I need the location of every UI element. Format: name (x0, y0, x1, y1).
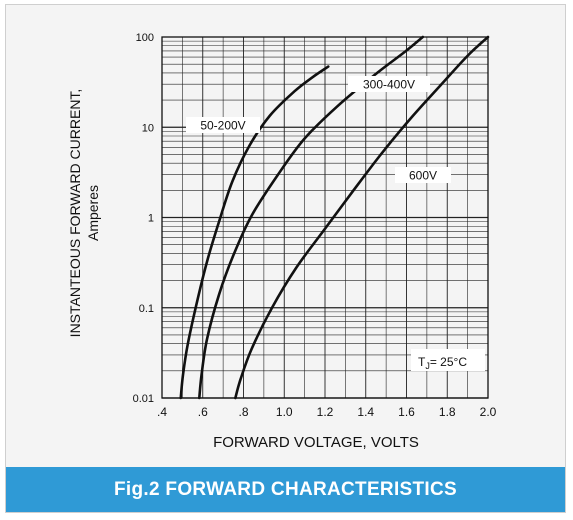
y-tick-labels: 0.01 0.1 1 10 100 (133, 32, 154, 405)
x-tick-label: 1.8 (439, 405, 456, 419)
series-label-bg (395, 167, 451, 183)
x-tick-label: .8 (238, 405, 248, 419)
chart-card (5, 4, 566, 513)
series-label-bg (186, 117, 260, 133)
annotation-rest: = 25°C (430, 355, 467, 369)
x-tick-label: 1.2 (317, 405, 334, 419)
svg-text:TJ= 25°C: TJ= 25°C (418, 355, 467, 371)
curve-3 (234, 35, 490, 400)
y-axis-label: INSTANTEOUS FORWARD CURRENT, (67, 89, 83, 338)
x-axis-label: FORWARD VOLTAGE, VOLTS (213, 434, 419, 451)
curves (179, 35, 490, 400)
curve-1 (179, 65, 330, 400)
x-tick-label: 1.4 (357, 405, 374, 419)
temperature-annotation: TJ= 25°C (411, 349, 485, 371)
annotation-t: T (418, 355, 426, 369)
y-axis-unit: Amperes (85, 185, 101, 241)
figure-caption: Fig.2 FORWARD CHARACTERISTICS (6, 467, 565, 512)
series-label-3: 600V (409, 169, 437, 183)
plot-frame (161, 36, 489, 399)
y-tick-label: 1 (148, 213, 154, 225)
curve-2 (197, 35, 425, 400)
series-label-bg (348, 76, 430, 92)
series-label-1: 50-200V (200, 119, 245, 133)
x-tick-labels: .4 .6 .8 1.0 1.2 1.4 1.6 1.8 2.0 (157, 405, 497, 419)
series-labels: 50-200V 300-400V 600V (186, 76, 451, 183)
x-tick-label: .4 (157, 405, 167, 419)
x-tick-label: 1.0 (276, 405, 293, 419)
annotation-sub: J (425, 361, 430, 371)
grid (161, 37, 489, 399)
y-tick-label: 100 (136, 32, 154, 44)
y-tick-label: 0.1 (139, 303, 154, 315)
y-tick-label: 10 (142, 122, 154, 134)
x-tick-label: .6 (198, 405, 208, 419)
series-label-2: 300-400V (363, 78, 415, 92)
x-tick-label: 2.0 (480, 405, 497, 419)
x-tick-label: 1.6 (398, 405, 415, 419)
y-tick-label: 0.01 (133, 393, 154, 405)
